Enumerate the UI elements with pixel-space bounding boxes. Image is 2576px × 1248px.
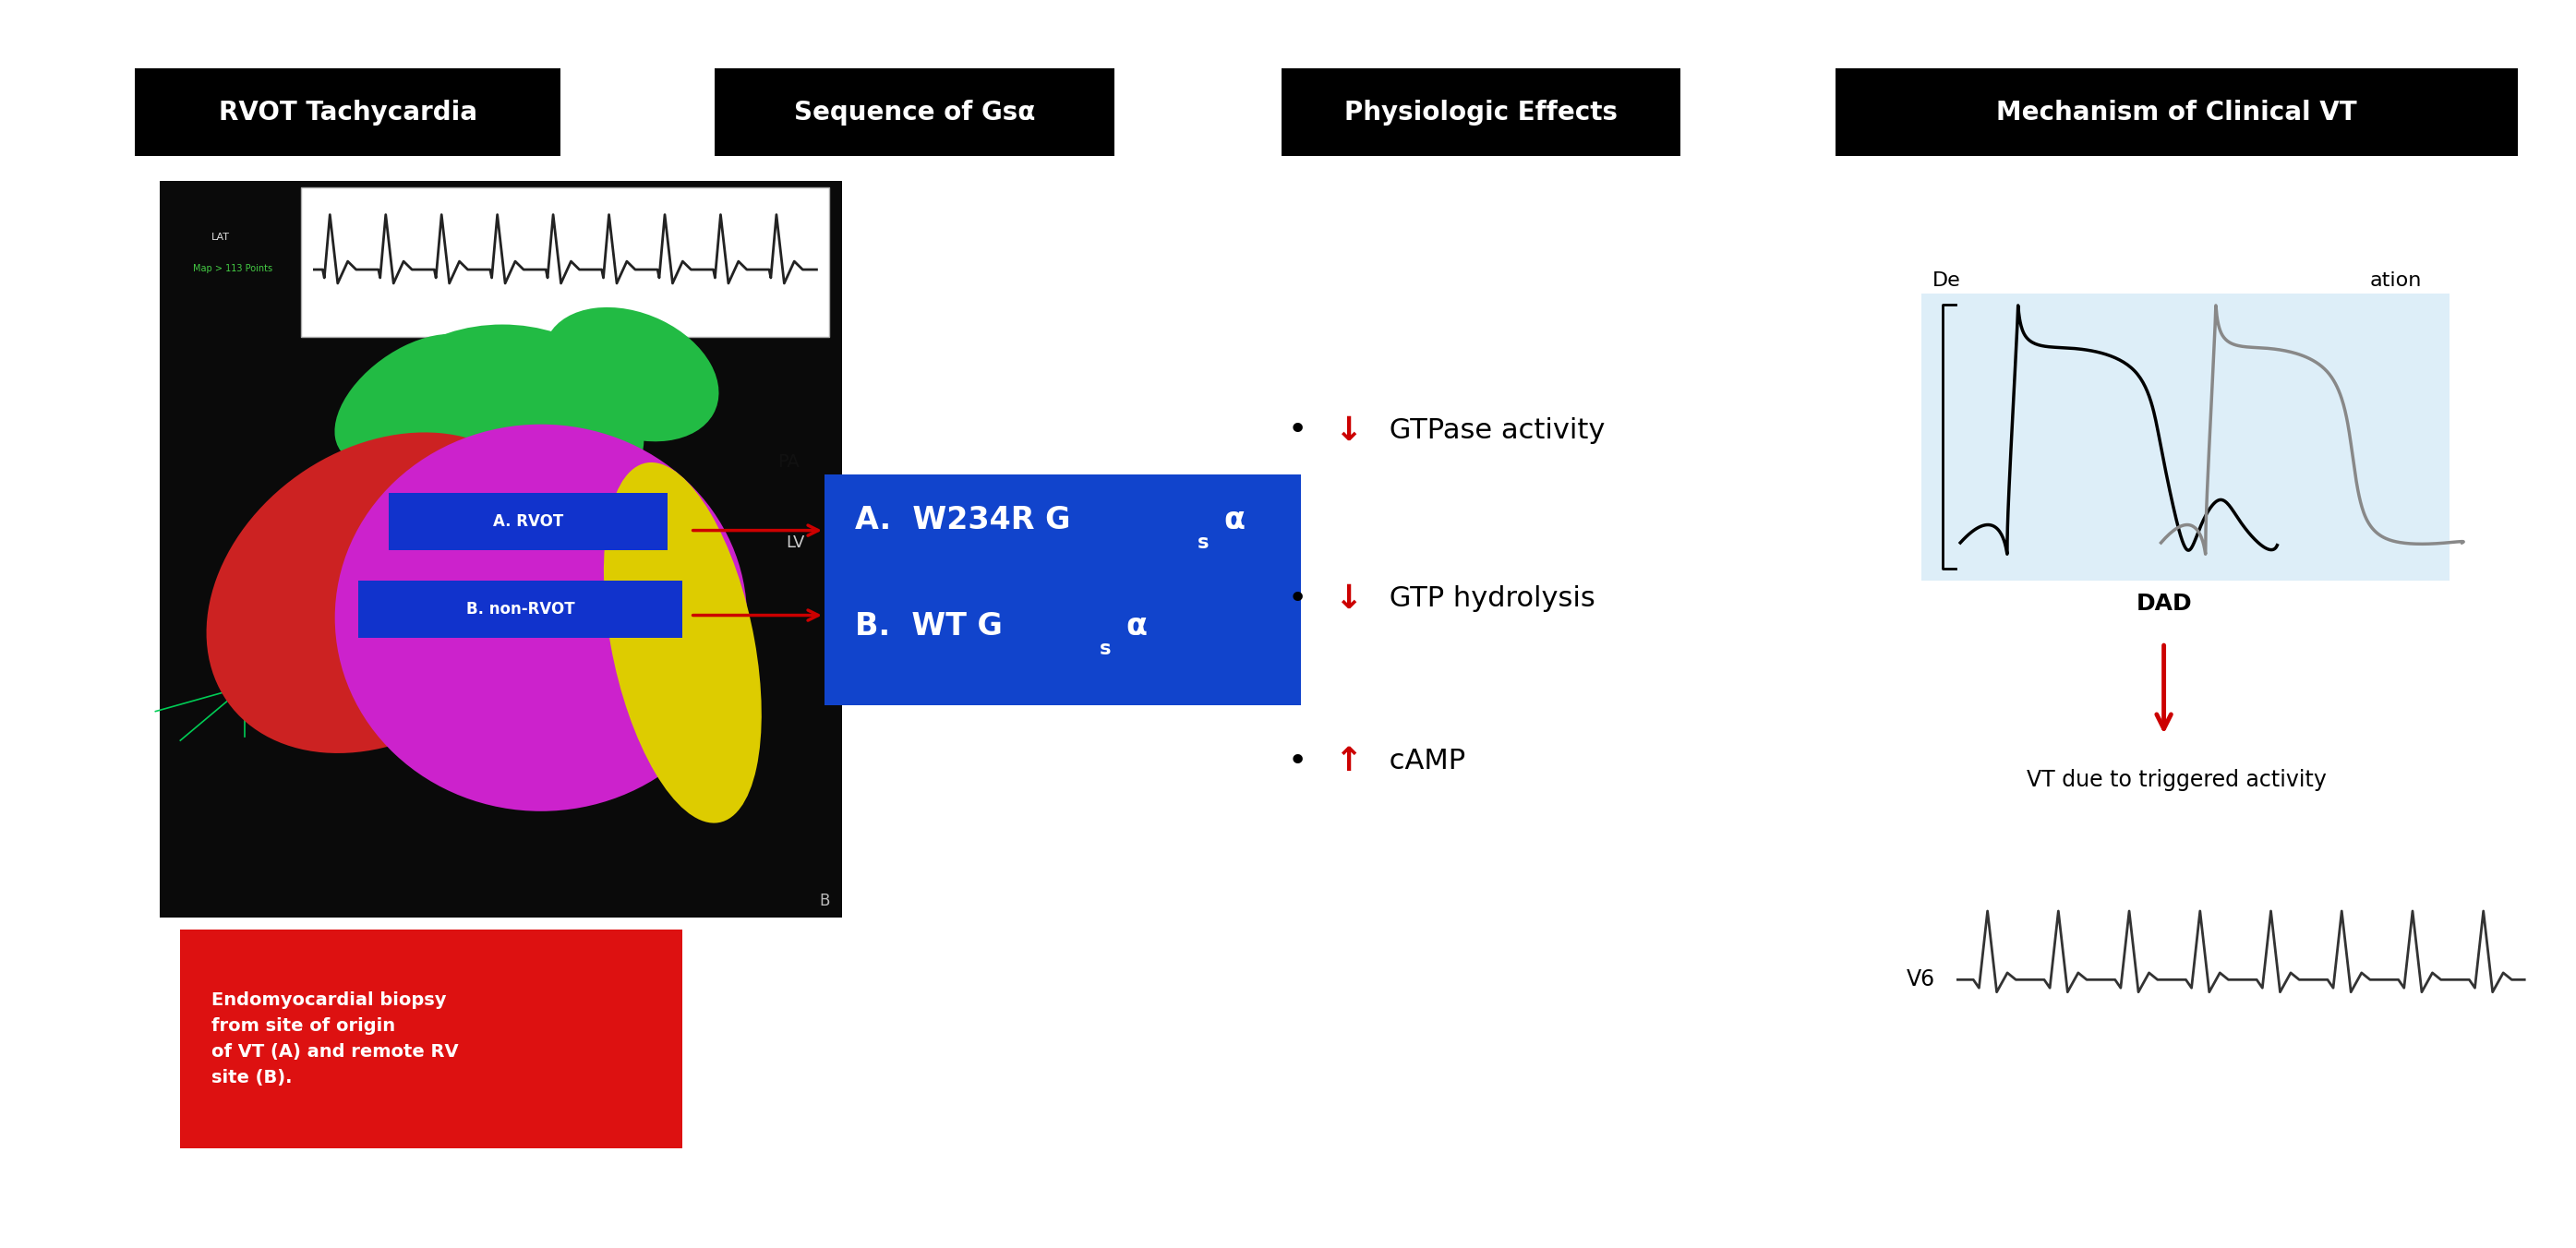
FancyBboxPatch shape bbox=[824, 474, 1301, 705]
Text: Physiologic Effects: Physiologic Effects bbox=[1345, 100, 1618, 125]
FancyBboxPatch shape bbox=[389, 493, 667, 550]
FancyBboxPatch shape bbox=[180, 930, 683, 1148]
Text: ↓: ↓ bbox=[1334, 583, 1363, 615]
Text: B. non-RVOT: B. non-RVOT bbox=[466, 600, 574, 618]
FancyBboxPatch shape bbox=[358, 580, 683, 638]
Text: B.  WT G: B. WT G bbox=[855, 612, 1002, 641]
Text: •: • bbox=[1288, 414, 1309, 447]
Text: Mechanism of Clinical VT: Mechanism of Clinical VT bbox=[1996, 100, 2357, 125]
Text: Sequence of Gsα: Sequence of Gsα bbox=[793, 100, 1036, 125]
Text: ↓: ↓ bbox=[1334, 414, 1363, 447]
Text: GTPase activity: GTPase activity bbox=[1381, 417, 1605, 444]
Text: •: • bbox=[1288, 745, 1309, 778]
Text: A. RVOT: A. RVOT bbox=[492, 513, 564, 530]
Ellipse shape bbox=[544, 307, 719, 442]
Text: De: De bbox=[1932, 272, 1960, 290]
Text: s: s bbox=[1198, 534, 1208, 552]
Text: V6: V6 bbox=[1906, 968, 1935, 991]
Text: RVOT Tachycardia: RVOT Tachycardia bbox=[219, 100, 477, 125]
Ellipse shape bbox=[361, 324, 644, 549]
Ellipse shape bbox=[603, 463, 762, 822]
Text: cAMP: cAMP bbox=[1381, 748, 1466, 775]
Text: s: s bbox=[1100, 640, 1110, 658]
Text: B: B bbox=[819, 892, 829, 910]
Ellipse shape bbox=[206, 432, 556, 754]
Text: GTP hydrolysis: GTP hydrolysis bbox=[1381, 585, 1595, 613]
Text: ↑: ↑ bbox=[1334, 745, 1363, 778]
Text: DAD: DAD bbox=[2136, 593, 2192, 615]
FancyBboxPatch shape bbox=[1280, 69, 1680, 156]
FancyBboxPatch shape bbox=[714, 69, 1113, 156]
FancyBboxPatch shape bbox=[160, 181, 842, 917]
Ellipse shape bbox=[335, 424, 747, 811]
Text: PA: PA bbox=[778, 453, 801, 470]
FancyBboxPatch shape bbox=[301, 187, 829, 337]
Text: VT due to triggered activity: VT due to triggered activity bbox=[2027, 769, 2326, 791]
Text: •: • bbox=[1288, 583, 1309, 615]
Text: α: α bbox=[1126, 612, 1146, 641]
Text: A.  W234R G: A. W234R G bbox=[855, 505, 1072, 535]
Text: α: α bbox=[1224, 505, 1244, 535]
Text: Endomyocardial biopsy
from site of origin
of VT (A) and remote RV
site (B).: Endomyocardial biopsy from site of origi… bbox=[211, 991, 459, 1087]
Text: LAT: LAT bbox=[211, 232, 229, 242]
Text: LV: LV bbox=[786, 534, 804, 552]
Text: ation: ation bbox=[2370, 272, 2421, 290]
FancyBboxPatch shape bbox=[1922, 293, 2450, 580]
Text: Map > 113 Points: Map > 113 Points bbox=[193, 263, 273, 273]
FancyBboxPatch shape bbox=[137, 69, 562, 156]
FancyBboxPatch shape bbox=[1834, 69, 2517, 156]
Ellipse shape bbox=[335, 334, 489, 464]
